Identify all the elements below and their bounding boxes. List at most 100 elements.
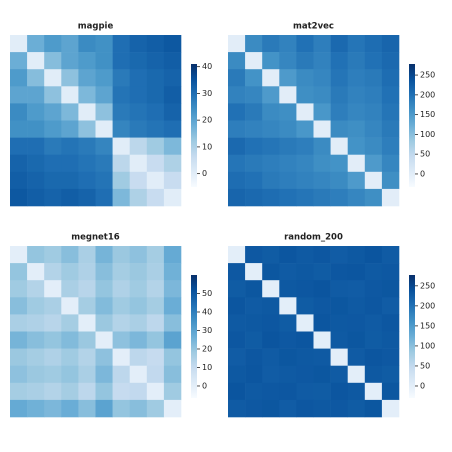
heatmap-cell <box>364 120 383 138</box>
colorbar <box>191 275 197 398</box>
heatmap-cell <box>347 263 366 281</box>
heatmap-cell <box>112 137 130 155</box>
heatmap-cell <box>129 382 148 401</box>
heatmap-cell <box>330 35 348 53</box>
heatmap-cell <box>95 297 113 315</box>
heatmap-cell <box>10 314 28 332</box>
heatmap-cell <box>296 69 314 87</box>
heatmap-cell <box>27 69 45 87</box>
heatmap-cell <box>163 137 182 155</box>
colorbar-tick-label: 30 <box>202 326 212 335</box>
heatmap-cell <box>27 263 45 281</box>
heatmap-cell <box>146 297 165 315</box>
heatmap-cell <box>228 246 246 264</box>
heatmap-cell <box>78 246 96 264</box>
heatmap-cell <box>146 120 165 138</box>
heatmap-cell <box>61 171 79 190</box>
colorbar-tick-label: 150 <box>420 110 435 119</box>
heatmap-cell <box>44 331 62 349</box>
heatmap-cell <box>381 331 400 349</box>
heatmap-cell <box>10 280 28 298</box>
colorbar-tick-label: 0 <box>202 169 207 178</box>
heatmap-cell <box>296 280 314 298</box>
heatmap-cell <box>61 365 79 384</box>
colorbar-tick-label: 0 <box>202 381 207 390</box>
heatmap-cell <box>262 331 280 349</box>
heatmap-cell <box>262 348 280 366</box>
heatmap-cell <box>78 69 96 87</box>
heatmap-cell <box>129 314 148 332</box>
heatmap-cell <box>347 154 366 173</box>
heatmap-cell <box>262 35 280 53</box>
heatmap-cell <box>347 69 366 87</box>
heatmap-cell <box>279 154 297 173</box>
heatmap-cell <box>163 263 182 281</box>
heatmap-cell <box>146 103 165 121</box>
heatmap-cell <box>364 35 383 53</box>
heatmap-cell <box>228 69 246 87</box>
heatmap-cell <box>112 35 130 53</box>
heatmap-cell <box>279 280 297 298</box>
heatmap-cell <box>330 188 348 207</box>
heatmap-cell <box>262 280 280 298</box>
heatmap-cell <box>146 52 165 70</box>
heatmap-cell <box>364 280 383 298</box>
heatmap-cell <box>61 137 79 155</box>
heatmap-cell <box>330 382 348 401</box>
heatmap-cell <box>146 382 165 401</box>
heatmap-cell <box>78 171 96 190</box>
heatmap-cell <box>262 154 280 173</box>
heatmap-cell <box>330 246 348 264</box>
colorbar-tick-label: 20 <box>202 116 212 125</box>
heatmap-cell <box>146 365 165 384</box>
heatmap-cell <box>163 86 182 104</box>
heatmap-cell <box>228 399 246 418</box>
heatmap-cell <box>27 246 45 264</box>
heatmap-cell <box>313 35 331 53</box>
heatmap-cell <box>61 348 79 366</box>
heatmap-cell <box>245 263 263 281</box>
heatmap-cell <box>296 348 314 366</box>
heatmap-cell <box>296 297 314 315</box>
colorbar-tick-label: 50 <box>202 289 212 298</box>
heatmap-cell <box>279 103 297 121</box>
heatmap-cell <box>61 86 79 104</box>
panel-title: mat2vec <box>293 22 334 32</box>
heatmap-cell <box>27 314 45 332</box>
heatmap-cell <box>61 263 79 281</box>
heatmap-cell <box>129 263 148 281</box>
heatmap-cell <box>95 399 113 418</box>
heatmap-cell <box>27 188 45 207</box>
heatmap-cell <box>10 331 28 349</box>
heatmap-cell <box>44 86 62 104</box>
heatmap-cell <box>245 314 263 332</box>
colorbar-tick-label: 10 <box>202 142 212 151</box>
heatmap-cell <box>262 171 280 190</box>
heatmap-cell <box>381 154 400 173</box>
heatmap-cell <box>381 382 400 401</box>
heatmap-cell <box>27 35 45 53</box>
heatmap-cell <box>347 86 366 104</box>
heatmap-cell <box>163 188 182 207</box>
heatmap-cell <box>245 246 263 264</box>
heatmap-cell <box>78 348 96 366</box>
heatmap-cell <box>61 246 79 264</box>
heatmap-cell <box>44 188 62 207</box>
heatmap-cell <box>112 263 130 281</box>
heatmap-cell <box>61 69 79 87</box>
heatmap-cell <box>228 280 246 298</box>
heatmap-cell <box>296 188 314 207</box>
heatmap-cell <box>347 348 366 366</box>
heatmap-cell <box>163 154 182 173</box>
heatmap-cell <box>330 52 348 70</box>
heatmap-cell <box>61 52 79 70</box>
heatmap-cell <box>364 399 383 418</box>
panel-title: random_200 <box>284 233 343 243</box>
heatmap-cell <box>313 246 331 264</box>
heatmap-cell <box>112 314 130 332</box>
heatmap-cell <box>313 399 331 418</box>
heatmap-cell <box>245 86 263 104</box>
heatmap-cell <box>163 331 182 349</box>
heatmap-cell <box>112 246 130 264</box>
colorbar-tick-label: 100 <box>420 130 435 139</box>
